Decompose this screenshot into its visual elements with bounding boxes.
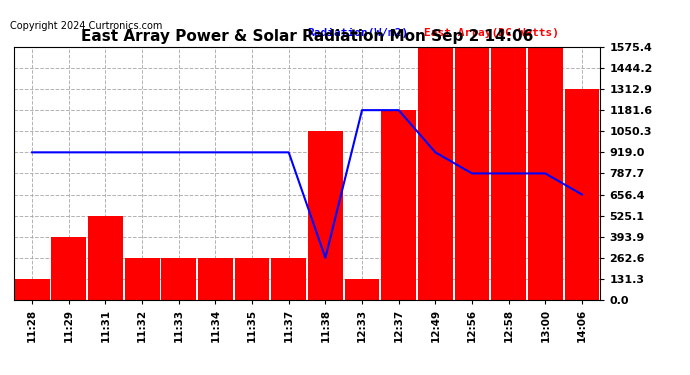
Bar	[564, 89, 600, 300]
Bar	[198, 258, 233, 300]
Bar	[235, 258, 270, 300]
Text: Copyright 2024 Curtronics.com: Copyright 2024 Curtronics.com	[10, 21, 163, 31]
Bar	[418, 47, 453, 300]
Bar	[161, 258, 196, 300]
Bar	[344, 279, 380, 300]
Bar	[491, 47, 526, 300]
Bar	[455, 47, 489, 300]
Bar	[528, 47, 563, 300]
Title: East Array Power & Solar Radiation Mon Sep 2 14:06: East Array Power & Solar Radiation Mon S…	[81, 29, 533, 44]
Bar	[14, 279, 50, 300]
Bar	[382, 110, 416, 300]
Bar	[51, 237, 86, 300]
Bar	[308, 131, 343, 300]
Text: Radiation(W/m2): Radiation(W/m2)	[307, 28, 408, 38]
Bar	[88, 216, 123, 300]
Text: East Array(DC Watts): East Array(DC Watts)	[424, 28, 560, 38]
Bar	[125, 258, 159, 300]
Bar	[271, 258, 306, 300]
